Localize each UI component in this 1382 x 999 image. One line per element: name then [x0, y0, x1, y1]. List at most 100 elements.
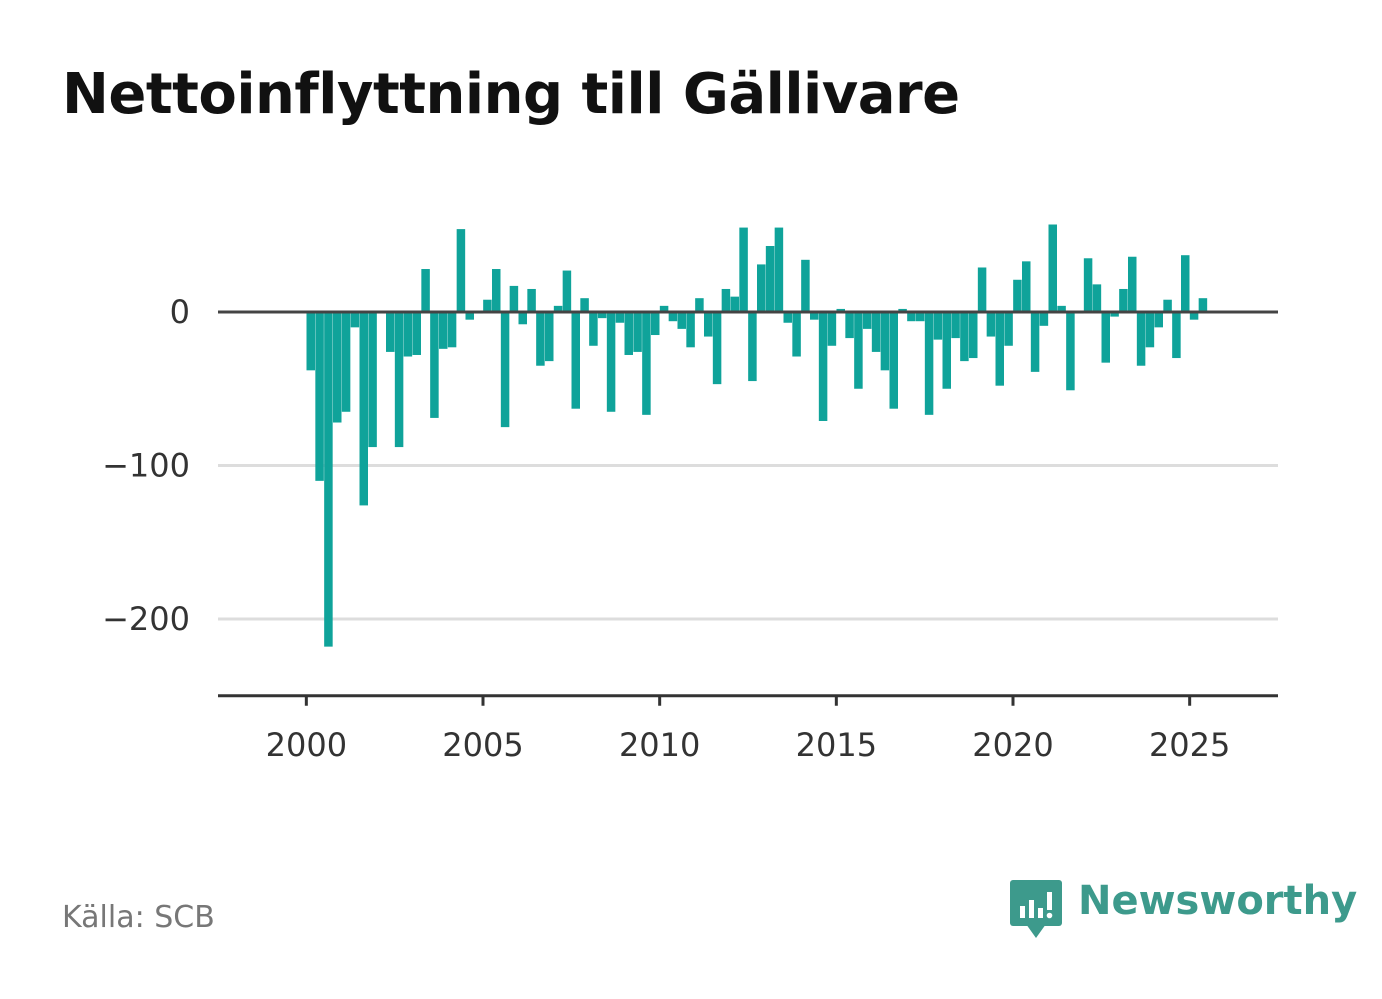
bar: [350, 312, 360, 328]
bar: [757, 264, 766, 312]
bar: [1110, 312, 1119, 317]
bar: [677, 312, 686, 329]
x-tick-label: 2025: [1149, 726, 1230, 764]
bar: [916, 312, 925, 322]
bar: [1136, 312, 1146, 366]
bar: [545, 312, 554, 362]
bar: [368, 312, 377, 448]
bar: [553, 305, 563, 312]
bar: [615, 312, 625, 323]
bar: [1083, 258, 1093, 312]
bar: [1101, 312, 1110, 363]
bar: [748, 312, 757, 382]
bar: [933, 312, 943, 340]
bar: [624, 312, 633, 355]
bar: [951, 312, 960, 339]
bar: [324, 312, 333, 647]
x-tick-label: 2015: [796, 726, 877, 764]
bar: [730, 296, 739, 312]
bar: [695, 298, 704, 312]
bar: [1189, 312, 1199, 320]
bar: [889, 312, 898, 409]
bar: [1198, 298, 1208, 312]
bar: [571, 312, 580, 409]
source-label: Källa: SCB: [62, 900, 215, 935]
bar: [412, 312, 421, 355]
bar: [801, 259, 810, 312]
bar: [712, 312, 722, 385]
bar: [686, 312, 695, 348]
brand-logo: Newsworthy: [1010, 878, 1357, 940]
bar: [1057, 305, 1066, 312]
bar: [668, 312, 678, 322]
bar: [439, 312, 448, 349]
bar: [606, 312, 616, 412]
bar: [942, 312, 951, 389]
bar: [1163, 299, 1172, 312]
bar: [518, 312, 527, 325]
bar: [1030, 312, 1040, 372]
bar: [783, 312, 792, 323]
y-tick-label: −200: [102, 600, 190, 638]
bar: [315, 312, 324, 481]
bar: [818, 312, 828, 421]
bar: [1181, 255, 1190, 312]
bar: [898, 308, 907, 312]
bar: [863, 312, 872, 329]
x-tick-label: 2020: [972, 726, 1053, 764]
bar: [836, 308, 845, 312]
bar: [969, 312, 978, 359]
bar: [509, 285, 519, 312]
bar: [651, 312, 660, 336]
newsworthy-logo-icon: [1010, 880, 1062, 938]
bar: [456, 229, 466, 312]
bar: [1128, 256, 1137, 312]
bar: [306, 312, 315, 371]
bar: [810, 312, 819, 320]
bar: [465, 312, 474, 320]
bar: [430, 312, 439, 418]
bar: [1013, 279, 1022, 312]
bar: [774, 227, 784, 312]
x-tick-label: 2000: [266, 726, 347, 764]
bar: [359, 312, 368, 506]
bar: [792, 312, 801, 357]
bar: [721, 288, 731, 312]
bar: [527, 288, 536, 312]
bar: [1172, 312, 1181, 359]
bar: [386, 312, 395, 352]
bar: [580, 298, 589, 312]
bar: [1004, 312, 1013, 346]
bar: [907, 312, 916, 322]
axes: 0 −100 −200 2000 2005 2010 2015 2020 2025: [102, 293, 1278, 764]
bar: [403, 312, 413, 357]
bar: [977, 267, 987, 312]
bar: [845, 312, 854, 339]
bar: [483, 299, 492, 312]
bar: [1092, 284, 1102, 312]
y-tick-label: 0: [170, 293, 190, 331]
bar: [341, 312, 351, 412]
chart-title: Nettoinflyttning till Gällivare: [62, 62, 960, 127]
bar: [704, 312, 713, 337]
x-tick-label: 2005: [442, 726, 523, 764]
bar: [598, 312, 607, 319]
bar: [589, 312, 598, 346]
bar: [739, 227, 748, 312]
bar: [880, 312, 890, 371]
bar: [562, 270, 572, 312]
bar: [394, 312, 404, 448]
bar: [1154, 312, 1163, 328]
y-tick-label: −100: [102, 447, 190, 485]
bar: [960, 312, 969, 362]
bar: [500, 312, 510, 428]
bar: [421, 269, 430, 312]
bar: [1039, 312, 1049, 326]
bar: [827, 312, 837, 346]
bar: [924, 312, 934, 415]
bar: [492, 269, 501, 312]
bar: [1022, 261, 1031, 312]
bar: [633, 312, 642, 352]
bar: [986, 312, 996, 337]
